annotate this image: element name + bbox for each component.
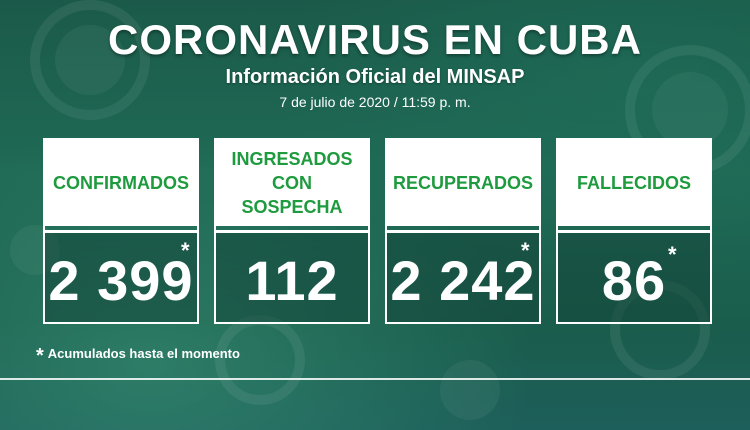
card-value: 112	[245, 249, 339, 312]
card-confirmados: CONFIRMADOS 2 399 *	[43, 138, 199, 324]
card-value: 2 399	[48, 249, 194, 312]
card-label: INGRESADOS CON SOSPECHA	[216, 140, 368, 226]
report-date: 7 de julio de 2020 / 11:59 p. m.	[279, 94, 471, 110]
card-label: RECUPERADOS	[387, 140, 539, 226]
page-subtitle: Información Oficial del MINSAP	[225, 66, 525, 88]
footnote-asterisk: *	[36, 345, 44, 367]
card-value-box: 112	[216, 230, 368, 322]
card-value: 86	[601, 249, 667, 312]
page-title: CORONAVIRUS EN CUBA	[108, 16, 642, 63]
card-fallecidos: FALLECIDOS 86 *	[556, 138, 712, 324]
card-recuperados: RECUPERADOS 2 242 *	[385, 138, 541, 324]
card-label: CONFIRMADOS	[45, 140, 197, 226]
asterisk-marker: *	[668, 242, 677, 267]
card-value: 2 242	[390, 249, 536, 312]
card-value-box: 2 399	[45, 230, 197, 322]
footnote-text: Acumulados hasta el momento	[47, 346, 240, 361]
card-label: FALLECIDOS	[558, 140, 710, 226]
footnote: * Acumulados hasta el momento	[36, 345, 240, 368]
card-value-box: 86	[558, 230, 710, 322]
divider-line	[0, 378, 750, 380]
card-value-box: 2 242	[387, 230, 539, 322]
asterisk-marker: *	[181, 238, 190, 263]
card-ingresados: INGRESADOS CON SOSPECHA 112	[214, 138, 370, 324]
asterisk-marker: *	[521, 238, 530, 263]
